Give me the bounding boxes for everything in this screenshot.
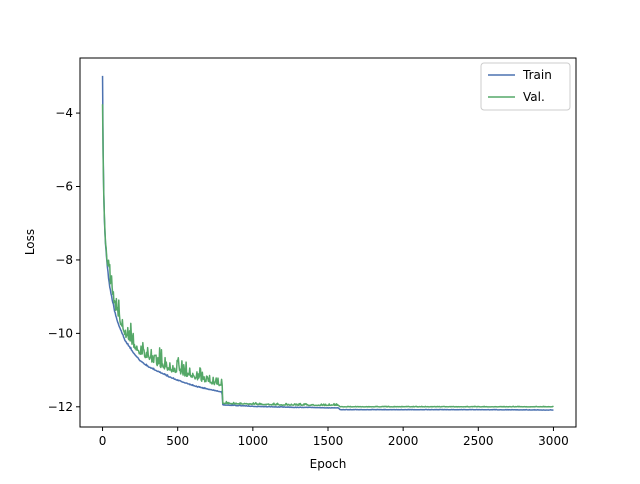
series-line-val [101, 104, 554, 408]
x-tick-label: 2000 [388, 434, 419, 448]
x-tick-label: 500 [166, 434, 189, 448]
series-layer [101, 75, 554, 411]
x-tick-label: 1500 [313, 434, 344, 448]
x-tick-label: 3000 [538, 434, 569, 448]
x-tick-label: 1000 [238, 434, 269, 448]
y-axis: −12 −10 −8 −6 −4 [48, 106, 80, 414]
x-tick-label: 0 [99, 434, 107, 448]
legend: Train Val. [480, 62, 571, 111]
y-tick-label: −10 [48, 326, 73, 340]
y-tick-label: −6 [55, 180, 73, 194]
x-axis-label: Epoch [310, 457, 347, 471]
y-tick-label: −12 [48, 400, 73, 414]
y-tick-label: −4 [55, 106, 73, 120]
x-tick-label: 2500 [463, 434, 494, 448]
series-line-train [101, 75, 554, 411]
x-axis: 0 500 1000 1500 2000 2500 3000 [99, 427, 569, 448]
legend-label: Train [522, 68, 552, 82]
y-axis-label: Loss [23, 229, 37, 255]
y-tick-label: −8 [55, 253, 73, 267]
legend-label: Val. [523, 90, 545, 104]
